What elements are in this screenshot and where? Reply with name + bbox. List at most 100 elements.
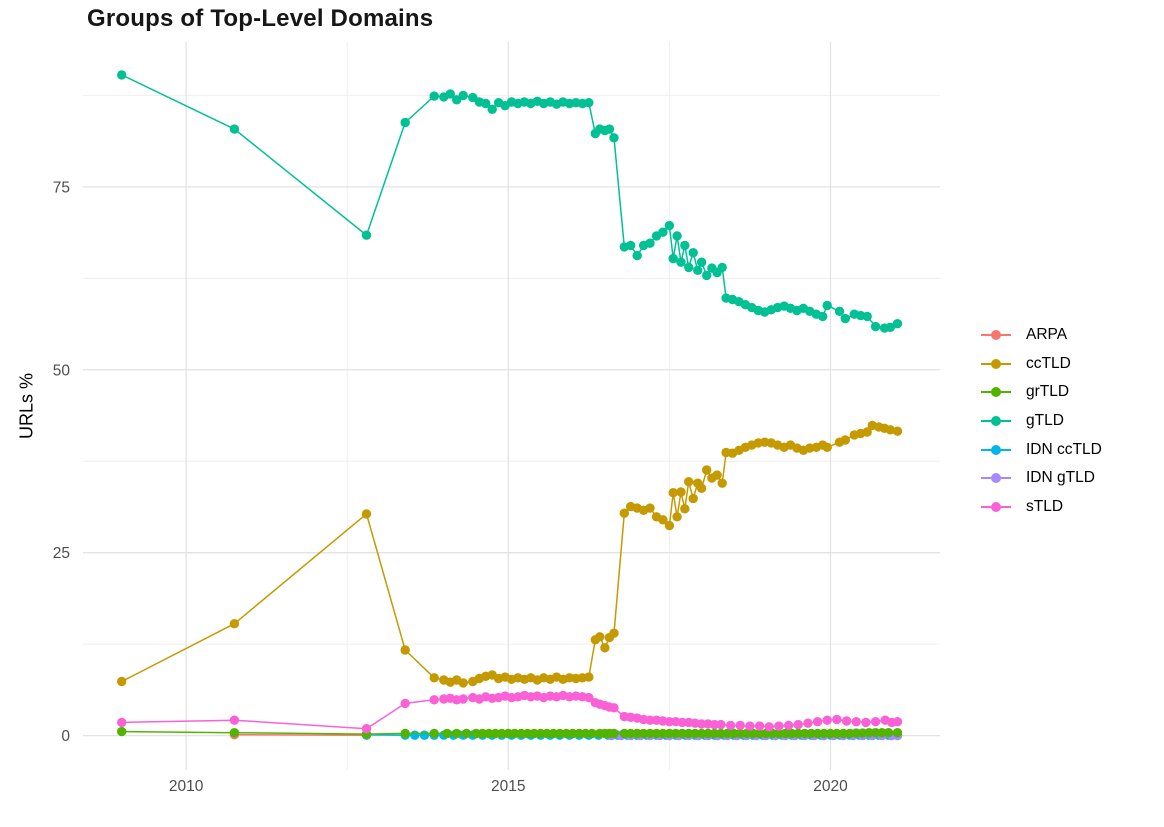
data-point — [429, 695, 439, 705]
gridlines-major — [83, 42, 940, 770]
data-point — [645, 728, 655, 739]
data-point — [793, 728, 803, 739]
data-point — [584, 672, 594, 682]
data-point — [702, 465, 712, 475]
data-point — [696, 483, 707, 493]
data-point — [690, 728, 700, 739]
series-grtld — [117, 726, 903, 739]
data-point — [497, 728, 507, 739]
data-point — [419, 730, 430, 740]
data-point — [864, 728, 874, 738]
legend-label: ccTLD — [1026, 354, 1071, 372]
data-point — [862, 427, 872, 437]
x-tick-label: 2015 — [491, 778, 525, 795]
legend-key-icon — [981, 358, 1011, 369]
series-cctld — [117, 420, 903, 688]
data-point — [672, 512, 682, 522]
data-point — [680, 504, 690, 514]
data-point — [400, 728, 410, 739]
data-point — [668, 488, 678, 498]
data-point — [452, 728, 462, 739]
data-point — [812, 717, 823, 727]
gridlines-minor — [83, 42, 940, 770]
data-point — [861, 717, 871, 728]
series-line — [234, 733, 367, 736]
data-point — [229, 124, 240, 134]
legend-key-icon — [981, 501, 1011, 512]
legend-key-icon — [981, 416, 1011, 427]
data-point — [840, 313, 850, 324]
legend-item-idn-cctld: IDN ccTLD — [980, 435, 1102, 464]
data-point — [676, 487, 686, 497]
data-point — [117, 726, 127, 737]
data-point — [822, 442, 832, 452]
data-point — [609, 703, 619, 713]
data-point — [892, 717, 903, 727]
data-point — [609, 628, 619, 638]
data-point — [542, 728, 552, 739]
data-point — [716, 719, 726, 730]
data-point — [461, 728, 472, 739]
data-point — [717, 478, 727, 488]
legend-key-icon — [981, 473, 1011, 484]
data-point — [484, 728, 494, 739]
data-point — [870, 717, 881, 727]
legend-key-icon — [981, 330, 1011, 341]
legend-label: IDN gTLD — [1026, 469, 1095, 487]
data-point — [851, 717, 861, 727]
data-point — [117, 70, 127, 80]
data-point — [117, 717, 127, 728]
legend-key-icon — [981, 444, 1011, 455]
legend-item-arpa: ARPA — [980, 321, 1102, 350]
data-point — [555, 728, 565, 739]
legend-item-idn-gtld: IDN gTLD — [980, 464, 1102, 493]
data-point — [676, 257, 686, 267]
data-point — [568, 728, 578, 739]
data-point — [712, 470, 722, 480]
data-point — [626, 240, 636, 251]
data-point — [774, 721, 784, 731]
data-point — [458, 694, 468, 704]
y-tick-label: 25 — [53, 545, 70, 562]
data-point — [410, 730, 420, 740]
legend-item-grtld: grTLD — [980, 378, 1102, 407]
data-point — [668, 253, 678, 264]
legend-item-stld: sTLD — [980, 493, 1102, 522]
data-point — [664, 520, 675, 531]
data-point — [838, 728, 848, 739]
y-tick-label: 0 — [61, 728, 70, 745]
legend-item-cctld: ccTLD — [980, 350, 1102, 379]
data-point — [672, 231, 682, 241]
data-point — [429, 728, 439, 739]
data-point — [870, 321, 881, 332]
data-point — [429, 91, 439, 101]
legend-label: gTLD — [1026, 412, 1064, 430]
data-point — [680, 240, 690, 251]
data-point — [702, 270, 712, 281]
data-point — [819, 728, 829, 739]
data-point — [429, 673, 439, 683]
data-point — [764, 722, 774, 732]
data-point — [458, 90, 468, 101]
data-point — [229, 728, 240, 738]
data-point — [892, 426, 903, 436]
legend-key-icon — [981, 387, 1011, 398]
legend-label: ARPA — [1026, 326, 1068, 344]
data-point — [885, 322, 896, 332]
data-point — [487, 104, 497, 115]
data-point — [735, 728, 745, 739]
data-point — [400, 698, 410, 709]
data-point — [595, 632, 605, 642]
data-point — [883, 728, 894, 738]
data-point — [632, 250, 642, 261]
data-point — [688, 248, 698, 258]
data-point — [458, 678, 468, 688]
data-point — [481, 98, 491, 109]
data-point — [745, 721, 755, 731]
data-point — [693, 265, 703, 275]
data-point — [822, 715, 832, 725]
series-arpa — [229, 730, 372, 740]
data-point — [885, 425, 896, 435]
data-point — [229, 715, 240, 725]
